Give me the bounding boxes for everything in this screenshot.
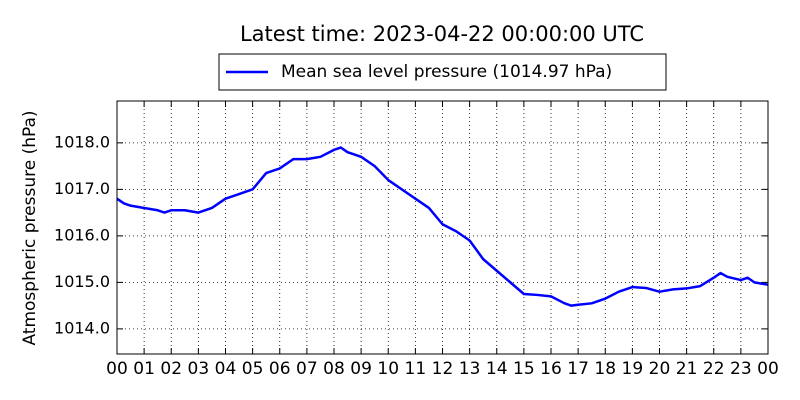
x-tick-label: 15 bbox=[513, 359, 535, 379]
x-tick-label: 13 bbox=[459, 359, 481, 379]
x-tick-label: 07 bbox=[296, 359, 318, 379]
x-tick-label: 22 bbox=[703, 359, 725, 379]
plot-frame bbox=[116, 100, 769, 355]
legend-label: Mean sea level pressure (1014.97 hPa) bbox=[281, 62, 612, 82]
x-tick-label: 03 bbox=[188, 359, 210, 379]
x-tick-label: 00 bbox=[106, 359, 128, 379]
x-tick-label: 12 bbox=[432, 359, 454, 379]
x-tick-label: 06 bbox=[269, 359, 291, 379]
y-tick-label: 1017.0 bbox=[54, 179, 110, 198]
x-tick-label: 00 bbox=[757, 359, 779, 379]
chart-title: Latest time: 2023-04-22 00:00:00 UTC bbox=[240, 22, 644, 46]
y-tick-label: 1018.0 bbox=[54, 132, 110, 151]
x-tick-label: 05 bbox=[242, 359, 264, 379]
x-tick-label: 19 bbox=[622, 359, 644, 379]
x-tick-label: 23 bbox=[730, 359, 752, 379]
legend-box bbox=[218, 53, 667, 91]
x-tick-label: 02 bbox=[160, 359, 182, 379]
x-tick-label: 20 bbox=[649, 359, 671, 379]
x-tick-label: 09 bbox=[350, 359, 372, 379]
y-tick-label: 1014.0 bbox=[54, 318, 110, 337]
plot-area bbox=[117, 101, 768, 354]
x-tick-label: 10 bbox=[377, 359, 399, 379]
x-tick-label: 16 bbox=[540, 359, 562, 379]
x-tick-label: 11 bbox=[405, 359, 427, 379]
data-line bbox=[116, 146, 769, 307]
y-tick-label: 1016.0 bbox=[54, 225, 110, 244]
x-tick-label: 04 bbox=[215, 359, 237, 379]
x-tick-label: 18 bbox=[594, 359, 616, 379]
y-tick-label: 1015.0 bbox=[54, 272, 110, 291]
x-tick-label: 21 bbox=[676, 359, 698, 379]
x-tick-label: 14 bbox=[486, 359, 508, 379]
y-axis-label: Atmospheric pressure (hPa) bbox=[20, 110, 40, 345]
x-tick-label: 17 bbox=[567, 359, 589, 379]
x-tick-label: 08 bbox=[323, 359, 345, 379]
x-tick-label: 01 bbox=[133, 359, 155, 379]
